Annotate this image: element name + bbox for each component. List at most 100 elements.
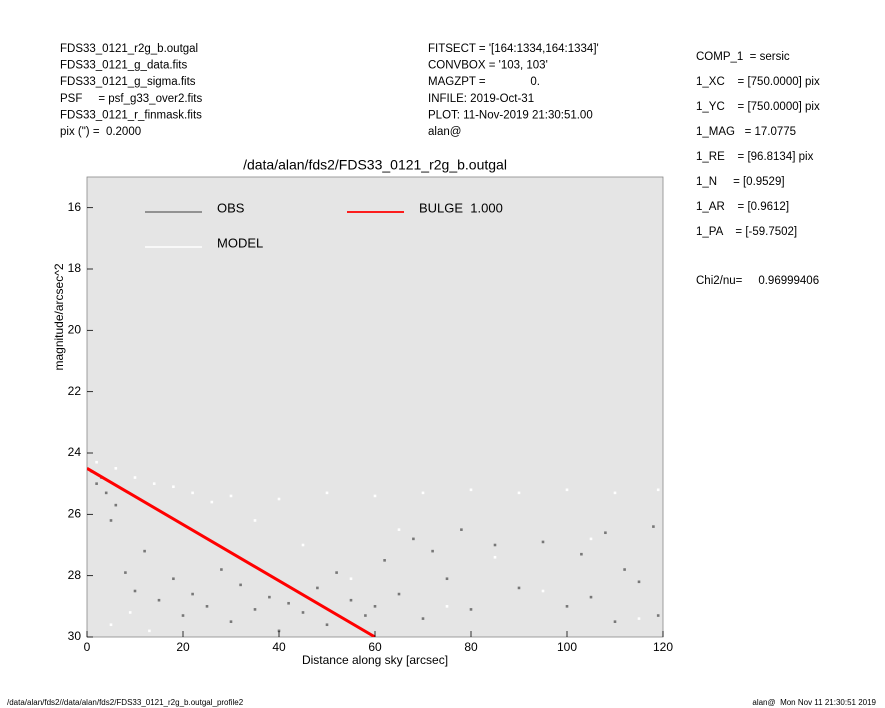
legend-label: OBS — [217, 200, 245, 215]
data-point — [335, 571, 338, 574]
header-right-line: 1_MAG = 17.0775 — [696, 126, 796, 138]
data-point — [152, 482, 156, 485]
header-right-line: 1_YC = [750.0000] pix — [696, 101, 820, 113]
data-point — [229, 620, 233, 623]
plot-area — [86, 176, 664, 638]
header-left-line: PSF = psf_g33_over2.fits — [60, 93, 202, 105]
data-point — [460, 528, 463, 531]
data-point — [253, 519, 257, 522]
data-point — [604, 531, 607, 535]
data-point — [541, 540, 545, 544]
header-left-line: pix (") = 0.2000 — [60, 126, 141, 138]
data-point — [95, 482, 98, 485]
data-point — [181, 614, 185, 617]
legend-label: BULGE 1.000 — [419, 200, 503, 215]
header-right-line: 1_XC = [750.0000] pix — [696, 76, 820, 88]
data-point — [109, 623, 113, 627]
header-middle-line: INFILE: 2019-Oct-31 — [428, 93, 534, 105]
x-tick-label: 40 — [272, 640, 286, 654]
data-point — [623, 568, 626, 571]
header-left-line: FDS33_0121_r2g_b.outgal — [60, 43, 198, 55]
header-right-line: 1_RE = [96.8134] pix — [696, 151, 814, 163]
data-point — [469, 488, 473, 492]
data-point — [157, 598, 161, 602]
header-left-line: FDS33_0121_g_data.fits — [60, 60, 187, 72]
data-point — [268, 595, 271, 599]
y-tick-label: 22 — [68, 384, 82, 398]
data-point — [325, 623, 329, 627]
data-point — [373, 494, 377, 498]
header-middle-line: FITSECT = '[164:1334,164:1334]' — [428, 43, 599, 55]
data-point — [277, 629, 281, 633]
data-point — [373, 605, 377, 608]
data-point — [172, 577, 175, 581]
y-tick-label: 16 — [68, 200, 82, 214]
data-point — [652, 525, 655, 528]
data-point — [301, 543, 305, 547]
data-point — [277, 497, 281, 501]
footer-right: alan@ Mon Nov 11 21:30:51 2019 — [752, 698, 876, 707]
y-axis-label: magnitude/arcsec^2 — [52, 263, 66, 370]
header-right-line: 1_AR = [0.9612] — [696, 201, 789, 213]
data-point — [220, 568, 223, 571]
data-point — [95, 460, 98, 464]
data-point — [349, 598, 353, 602]
data-point — [493, 555, 497, 559]
y-tick-label: 26 — [68, 507, 82, 521]
plot-marks — [87, 460, 660, 637]
x-tick-label: 0 — [84, 640, 91, 654]
data-point — [210, 500, 214, 504]
data-point — [565, 605, 569, 608]
data-point — [589, 595, 593, 599]
header-middle-line: CONVBOX = '103, 103' — [428, 60, 548, 72]
data-point — [421, 491, 425, 495]
data-point — [589, 537, 593, 541]
data-point — [445, 577, 449, 581]
y-tick-label: 28 — [68, 568, 82, 582]
x-tick-label: 60 — [368, 640, 382, 654]
data-point — [114, 467, 118, 470]
y-tick-label: 24 — [68, 445, 82, 459]
data-point — [349, 577, 353, 581]
data-point — [656, 488, 660, 492]
data-point — [445, 605, 449, 608]
y-tick-label: 30 — [68, 629, 82, 643]
x-tick-label: 100 — [557, 640, 577, 654]
data-point — [316, 586, 319, 590]
data-point — [613, 620, 617, 623]
data-point — [541, 589, 545, 593]
data-point — [133, 589, 137, 593]
data-point — [656, 614, 660, 617]
y-tick-label: 20 — [68, 323, 82, 337]
data-point — [133, 476, 137, 479]
data-point — [109, 519, 113, 522]
data-point — [637, 617, 641, 620]
header-middle-line: MAGZPT = 0. — [428, 76, 540, 88]
data-point — [397, 592, 401, 596]
data-point — [172, 485, 175, 489]
header-right-line: COMP_1 = sersic — [696, 51, 790, 63]
data-point — [239, 583, 242, 587]
data-point — [104, 491, 108, 495]
data-point — [301, 611, 305, 614]
legend-label: MODEL — [217, 235, 263, 250]
data-point — [431, 549, 434, 553]
data-point — [229, 494, 233, 498]
header-left-line: FDS33_0121_g_sigma.fits — [60, 76, 196, 88]
data-point — [493, 543, 497, 547]
data-point — [253, 608, 257, 611]
data-point — [517, 586, 521, 590]
x-tick-label: 80 — [464, 640, 478, 654]
data-point — [325, 491, 329, 495]
chart-title: /data/alan/fds2/FDS33_0121_r2g_b.outgal — [243, 157, 507, 173]
data-point — [143, 549, 146, 553]
data-point — [517, 491, 521, 495]
data-point — [114, 503, 118, 507]
data-point — [637, 580, 641, 584]
model-line — [87, 467, 376, 637]
x-tick-label: 20 — [176, 640, 190, 654]
data-point — [565, 488, 569, 492]
header-middle-line: alan@ — [428, 126, 461, 138]
data-point — [205, 605, 209, 608]
